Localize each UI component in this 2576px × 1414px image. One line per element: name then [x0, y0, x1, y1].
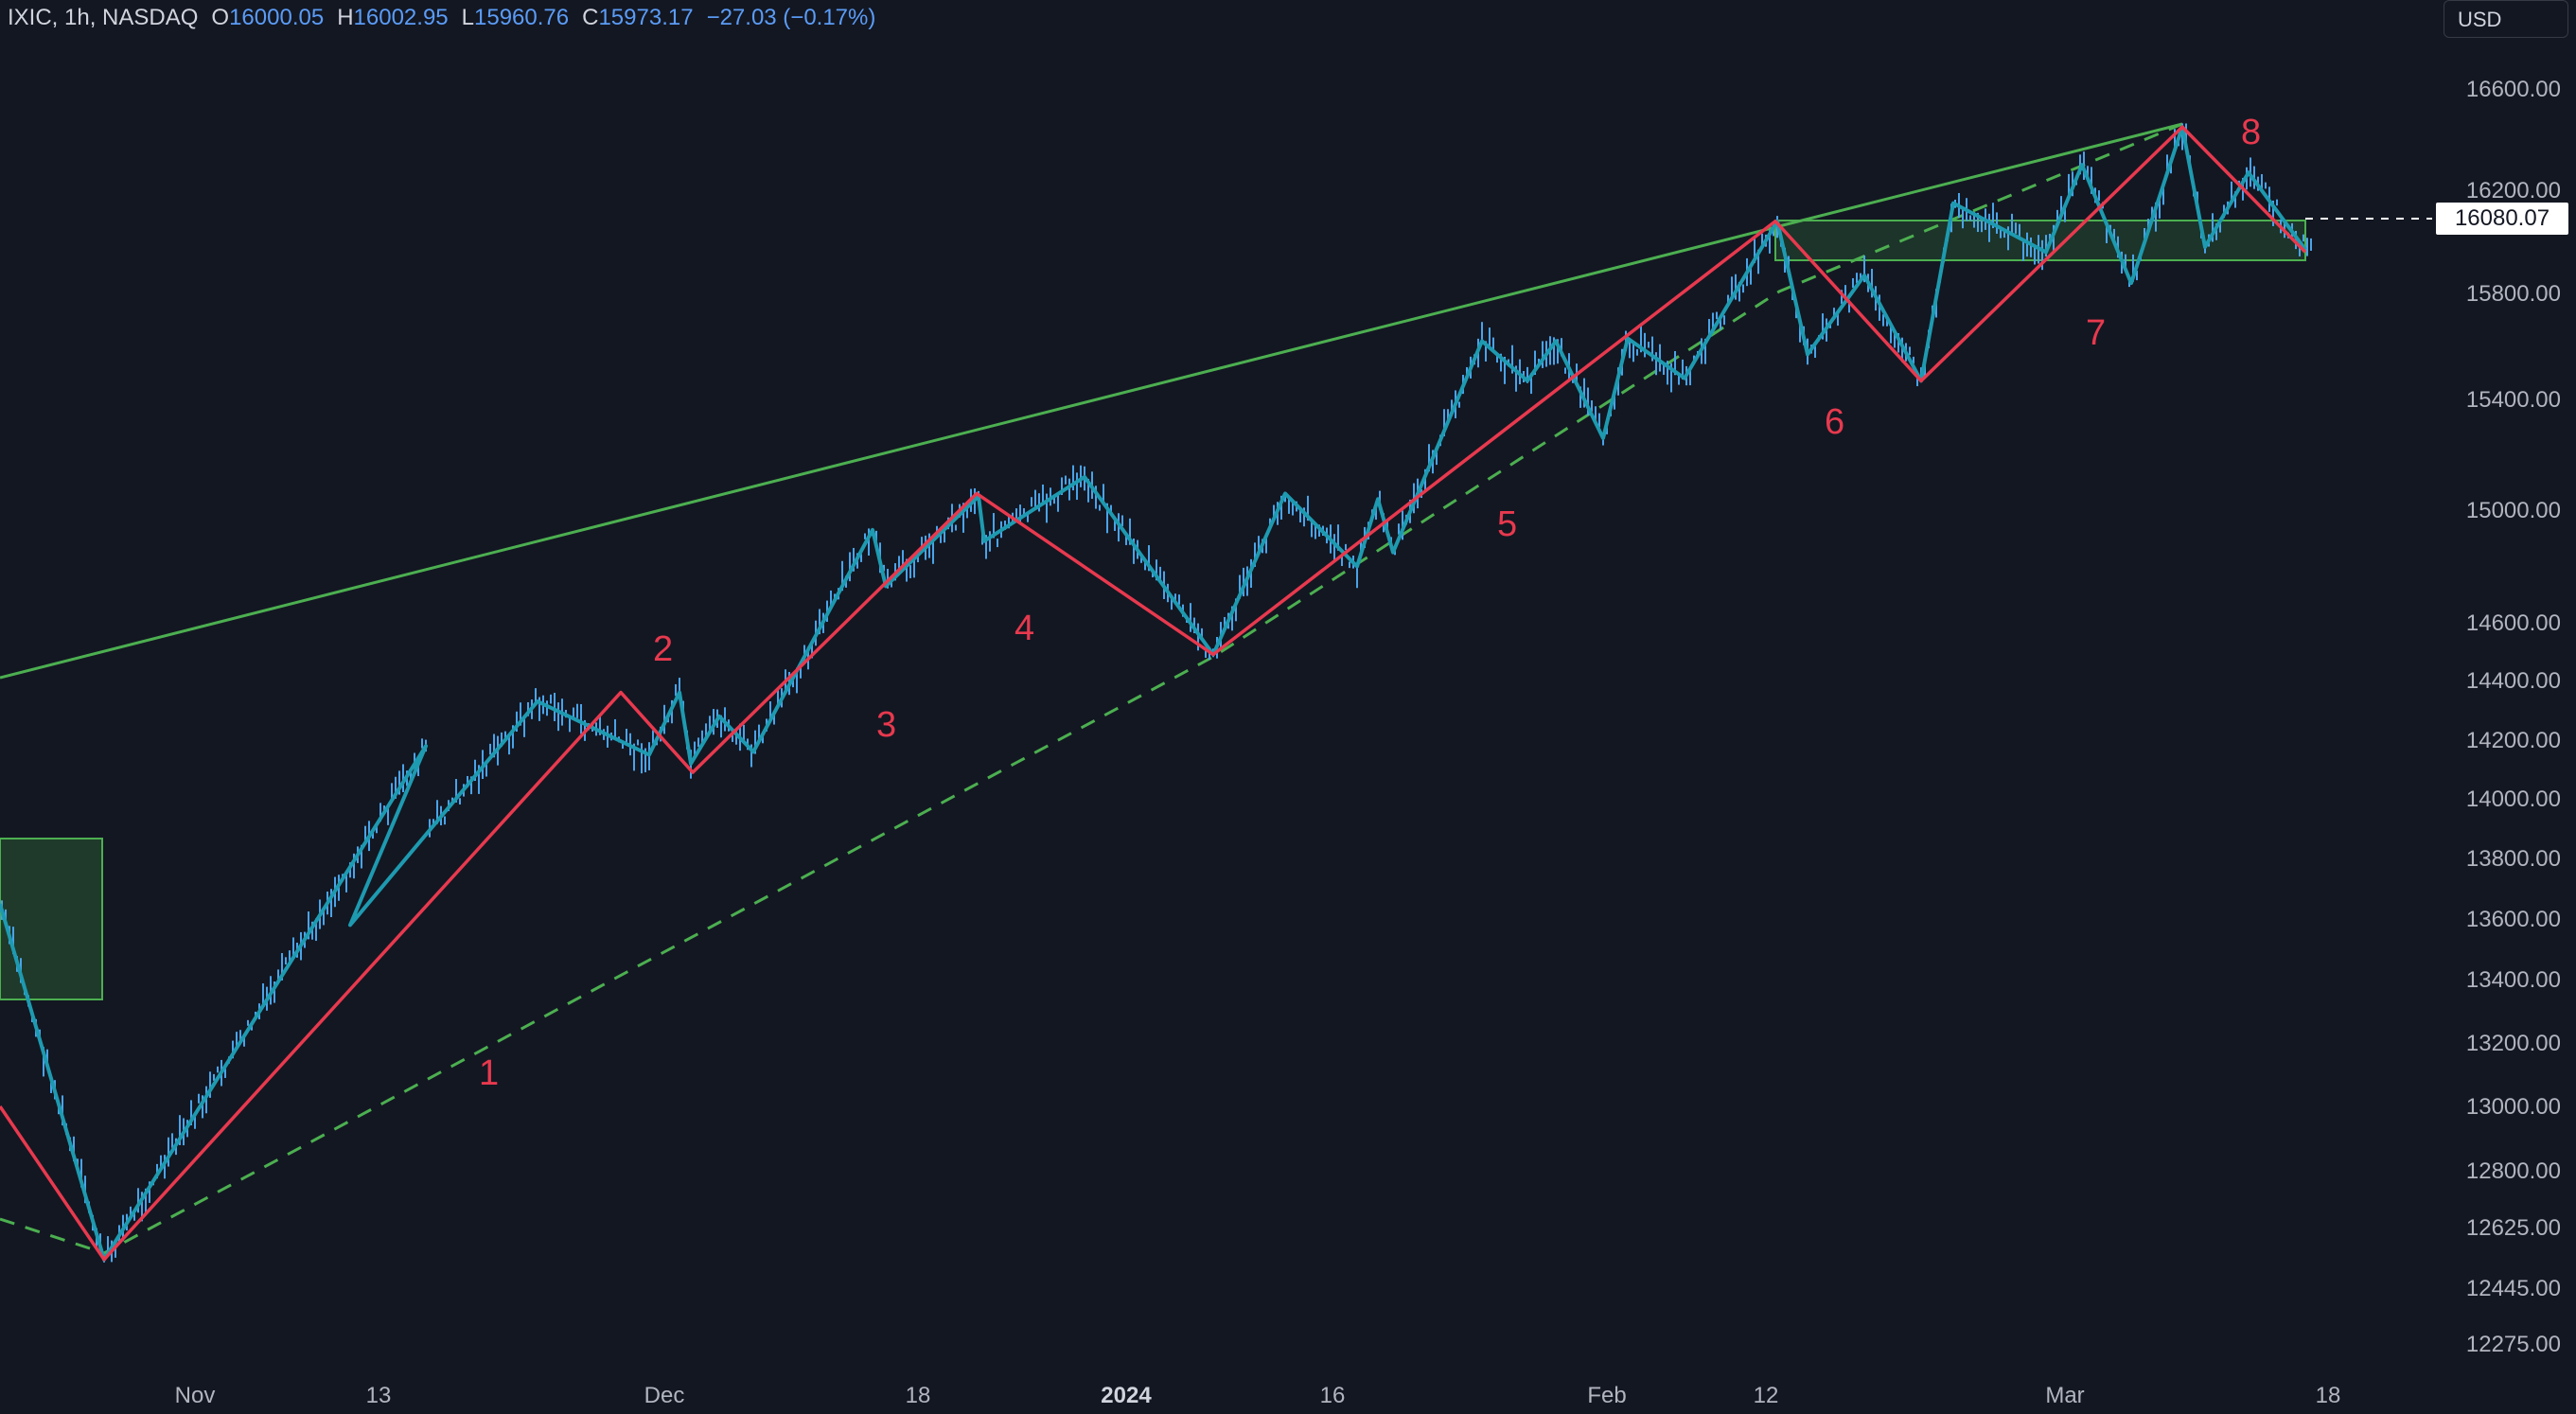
time-tick: 2024 [1101, 1383, 1152, 1408]
price-axis[interactable]: 16600.00 16200.00 15800.00 15400.00 1500… [2466, 77, 2561, 1357]
upper-trendline [0, 122, 2183, 680]
price-tick: 14600.00 [2466, 610, 2561, 636]
price-tick: 15000.00 [2466, 498, 2561, 523]
close-value: 15973.17 [598, 5, 694, 30]
demand-zone-left [0, 838, 103, 1000]
low-value: 15960.76 [474, 5, 570, 30]
price-tick: 15800.00 [2466, 281, 2561, 307]
price-tick: 14000.00 [2466, 787, 2561, 812]
price-tick: 14400.00 [2466, 668, 2561, 694]
high-label: H [337, 5, 354, 30]
wave-label-4: 4 [1015, 609, 1034, 648]
open-label: O [211, 5, 230, 30]
time-axis[interactable]: Nov 13 Dec 18 2024 16 Feb 12 Mar 18 [175, 1383, 2341, 1408]
currency-button[interactable]: USD [2444, 0, 2568, 38]
low-label: L [461, 5, 474, 30]
zigzag-slow [0, 125, 2307, 1262]
resistance-zone [1774, 220, 2306, 261]
price-tick: 15400.00 [2466, 387, 2561, 413]
wave-label-6: 6 [1825, 402, 1844, 442]
price-tick: 13600.00 [2466, 907, 2561, 932]
wave-label-1: 1 [479, 1053, 499, 1093]
time-tick: 12 [1754, 1383, 1779, 1408]
price-tick: 12800.00 [2466, 1158, 2561, 1184]
wave-label-7: 7 [2086, 313, 2106, 353]
time-tick: 16 [1320, 1383, 1346, 1408]
time-tick: Mar [2045, 1383, 2084, 1408]
price-tick: 16200.00 [2466, 178, 2561, 203]
zigzag-fast [0, 125, 2307, 1262]
time-tick: Dec [644, 1383, 685, 1408]
price-tick: 13200.00 [2466, 1031, 2561, 1056]
price-tick: 13800.00 [2466, 846, 2561, 872]
time-tick: 18 [2316, 1383, 2341, 1408]
high-value: 16002.95 [353, 5, 449, 30]
time-tick: Nov [175, 1383, 216, 1408]
time-tick: 13 [366, 1383, 392, 1408]
lower-dashed-trendline [0, 122, 2183, 1255]
wave-label-2: 2 [653, 629, 673, 669]
change-value: −27.03 (−0.17%) [706, 5, 876, 30]
price-tick: 12445.00 [2466, 1276, 2561, 1301]
price-tick: 12625.00 [2466, 1215, 2561, 1241]
close-label: C [582, 5, 599, 30]
price-tick: 14200.00 [2466, 728, 2561, 753]
time-tick: Feb [1587, 1383, 1626, 1408]
wave-label-5: 5 [1497, 504, 1517, 544]
price-tick: 12275.00 [2466, 1332, 2561, 1357]
open-value: 16000.05 [229, 5, 325, 30]
price-tick: 16600.00 [2466, 77, 2561, 102]
legend-bar[interactable]: IXIC, 1h, NASDAQ O 16000.05 H 16002.95 L 15… [8, 2, 875, 34]
wave-label-8: 8 [2241, 113, 2261, 152]
candles-layer [1, 123, 2312, 1263]
last-price-tag: 16080.07 [2436, 203, 2568, 235]
symbol-label[interactable]: IXIC, 1h, NASDAQ [8, 5, 199, 30]
time-tick: 18 [906, 1383, 931, 1408]
price-tick: 13000.00 [2466, 1094, 2561, 1120]
price-tick: 13400.00 [2466, 967, 2561, 993]
wave-label-3: 3 [876, 705, 896, 745]
